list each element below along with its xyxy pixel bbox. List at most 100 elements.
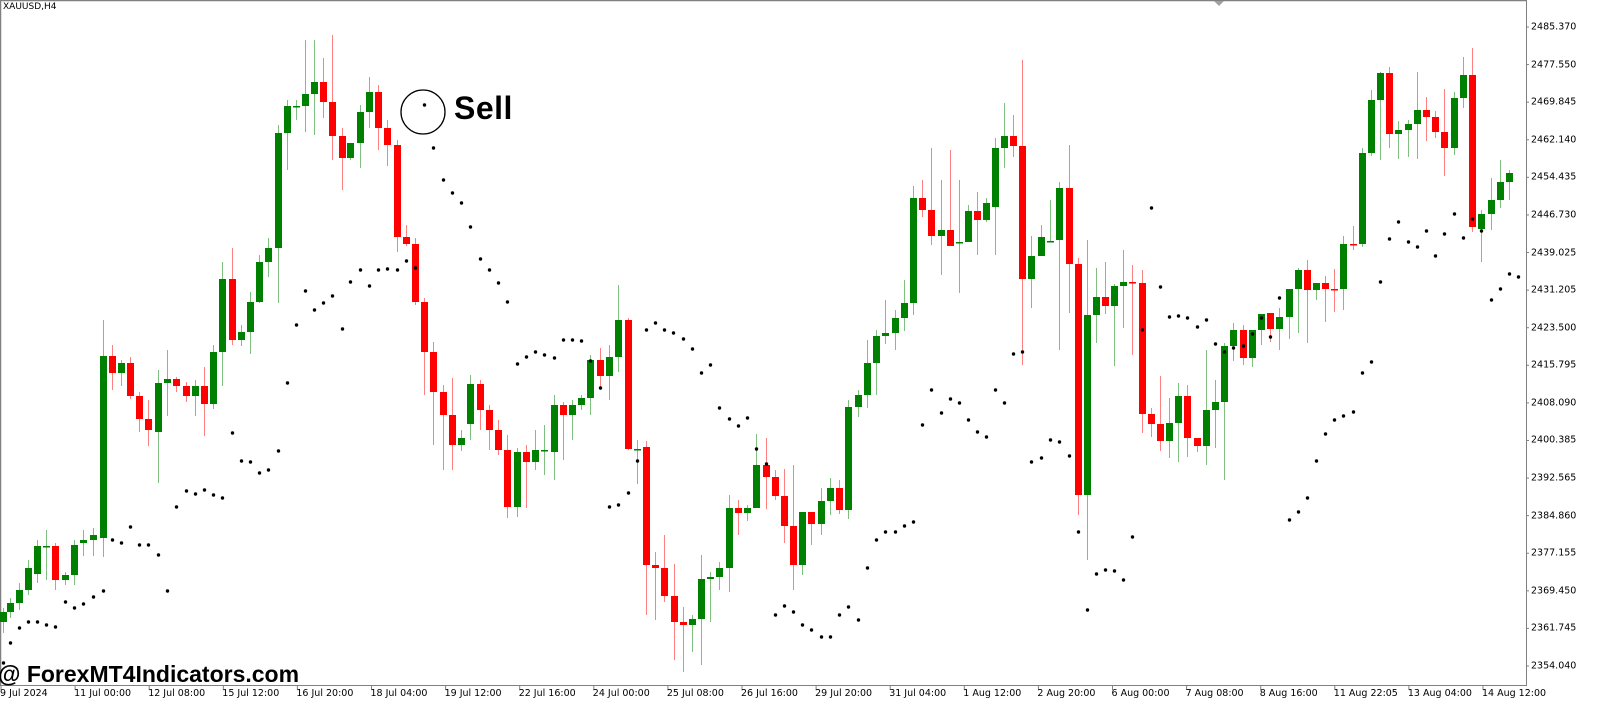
bull-candle — [541, 425, 548, 475]
bear-candle — [763, 438, 770, 509]
time-tick-label: 24 Jul 00:00 — [592, 688, 650, 699]
bull-candle — [1001, 103, 1008, 168]
sar-dot — [1039, 456, 1044, 460]
time-tick-label: 9 Jul 2024 — [0, 688, 48, 699]
sar-dot — [8, 641, 13, 645]
bull-candle — [80, 530, 87, 556]
bull-candle — [938, 180, 945, 275]
bull-candle — [1166, 398, 1173, 458]
bull-candle — [34, 540, 41, 583]
time-tick-label: 29 Jul 20:00 — [815, 688, 873, 699]
bull-candle — [1212, 380, 1219, 448]
time-tick-label: 22 Jul 16:00 — [518, 688, 576, 699]
bear-candle — [430, 342, 437, 445]
sar-dot — [782, 604, 787, 608]
price-tick-label: 2446.730 — [1531, 209, 1577, 221]
sar-dot — [579, 339, 584, 343]
symbol-timeframe-label: XAUUSD,H4 — [3, 2, 57, 12]
bull-candle — [864, 340, 871, 408]
bull-candle — [910, 186, 917, 315]
bear-candle — [384, 120, 391, 166]
sar-dot — [561, 338, 566, 342]
sar-dot — [165, 589, 170, 593]
sar-dot — [1195, 325, 1200, 329]
sar-dot — [671, 331, 676, 335]
sar-dot — [699, 371, 704, 375]
bull-candle — [62, 572, 69, 585]
sar-dot — [736, 424, 741, 428]
bear-candle — [1129, 265, 1136, 355]
price-tick-label: 2377.155 — [1531, 547, 1577, 559]
sar-dot — [422, 103, 427, 107]
price-tick-label: 2400.385 — [1531, 434, 1577, 446]
bear-candle — [339, 128, 346, 190]
sar-dot — [1479, 229, 1484, 233]
bull-candle — [1038, 225, 1045, 256]
sar-dot — [230, 431, 235, 435]
sar-dot — [1415, 245, 1420, 249]
sar-dot — [35, 620, 40, 624]
bull-candle — [1405, 120, 1412, 157]
chart-shift-marker-icon[interactable] — [1214, 1, 1224, 6]
bear-candle — [928, 148, 935, 245]
bear-candle — [136, 392, 143, 432]
sell-signal-label: Sell — [454, 90, 513, 126]
candles-layer — [0, 35, 1513, 672]
bull-candle — [707, 572, 714, 622]
bear-candle — [735, 500, 742, 535]
time-tick-label: 2 Aug 20:00 — [1037, 688, 1096, 699]
sar-dot — [285, 381, 290, 385]
price-tick-label: 2415.795 — [1531, 359, 1577, 371]
bear-candle — [477, 380, 484, 430]
sar-dot — [1085, 608, 1090, 612]
bull-candle — [855, 390, 862, 417]
sar-dot — [505, 300, 510, 304]
sar-dot — [846, 605, 851, 609]
sar-dot — [662, 328, 667, 332]
sar-dot — [478, 257, 483, 261]
sar-dot — [791, 610, 796, 614]
sar-dot — [616, 503, 621, 507]
bull-candle — [1488, 178, 1495, 230]
sar-dot — [975, 430, 980, 434]
bear-candle — [183, 382, 190, 402]
bear-candle — [790, 465, 797, 590]
time-tick-label: 14 Aug 12:00 — [1482, 688, 1547, 699]
sar-dot — [1002, 401, 1007, 405]
sar-dot — [257, 471, 262, 475]
price-tick-label: 2439.025 — [1531, 247, 1577, 259]
sar-dot — [1167, 315, 1172, 319]
bull-candle — [118, 360, 125, 386]
sar-dot — [644, 328, 649, 332]
bull-candle — [1460, 57, 1467, 108]
sar-dot — [690, 347, 695, 351]
sar-dot — [1323, 432, 1328, 436]
sar-dot — [1433, 254, 1438, 258]
bull-candle — [0, 608, 7, 633]
sar-dot — [72, 606, 77, 610]
sar-dot — [1231, 346, 1236, 350]
bull-candle — [744, 505, 751, 521]
bull-candle — [284, 100, 291, 170]
sar-dot — [939, 411, 944, 415]
sar-dot — [376, 268, 381, 272]
sar-dot — [1094, 572, 1099, 576]
sar-dot — [1470, 217, 1475, 221]
bull-candle — [293, 100, 300, 120]
bear-candle — [375, 85, 382, 150]
sar-dot — [607, 505, 612, 509]
sar-dot — [1489, 298, 1494, 302]
sar-dot — [128, 525, 133, 529]
bull-candle — [210, 345, 217, 409]
sar-dot — [17, 626, 22, 630]
bull-candle — [347, 143, 354, 160]
bear-candle — [808, 512, 815, 545]
bear-candle — [919, 180, 926, 217]
sar-dot — [348, 280, 353, 284]
sar-dot — [156, 553, 161, 557]
bull-candle — [100, 320, 107, 557]
bear-candle — [1423, 97, 1430, 141]
bull-candle — [256, 255, 263, 303]
